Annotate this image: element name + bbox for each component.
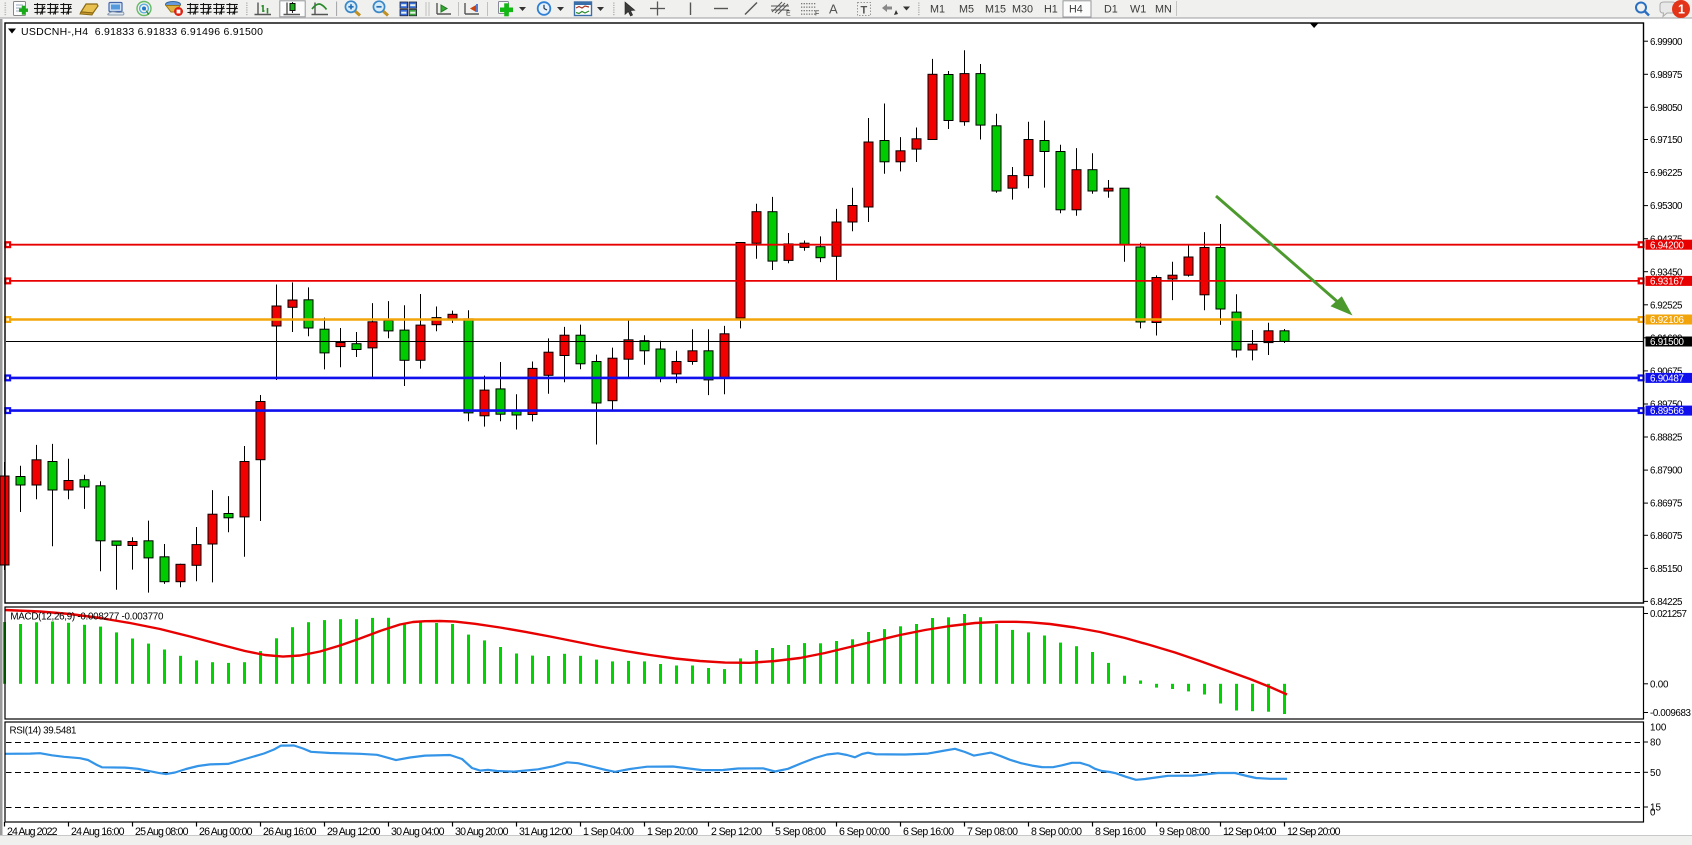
svg-text:0.021257: 0.021257 xyxy=(1650,609,1687,620)
svg-text:6 Sep 16:00: 6 Sep 16:00 xyxy=(903,826,954,838)
svg-text:6.89566: 6.89566 xyxy=(1650,406,1685,417)
svg-text:6.98975: 6.98975 xyxy=(1650,70,1683,81)
svg-text:M1: M1 xyxy=(930,4,945,16)
svg-text:6.89750: 6.89750 xyxy=(1650,400,1683,411)
svg-text:M30: M30 xyxy=(1012,4,1033,16)
svg-text:6.86075: 6.86075 xyxy=(1650,531,1683,542)
svg-text:50: 50 xyxy=(1650,768,1661,779)
svg-text:31 Aug 12:00: 31 Aug 12:00 xyxy=(519,826,573,838)
svg-text:24 Aug 16:00: 24 Aug 16:00 xyxy=(71,826,125,838)
svg-text:2 Sep 12:00: 2 Sep 12:00 xyxy=(711,826,762,838)
svg-text:6.86975: 6.86975 xyxy=(1650,499,1683,510)
svg-text:6.90675: 6.90675 xyxy=(1650,367,1683,378)
svg-text:15: 15 xyxy=(1650,803,1661,814)
svg-text:12 Sep 04:00: 12 Sep 04:00 xyxy=(1223,826,1277,838)
svg-text:0: 0 xyxy=(1650,808,1656,819)
svg-text:E: E xyxy=(786,11,791,18)
svg-text:M5: M5 xyxy=(959,4,974,16)
svg-text:25 Aug 08:00: 25 Aug 08:00 xyxy=(135,826,189,838)
svg-text:6.96225: 6.96225 xyxy=(1650,168,1683,179)
svg-text:100: 100 xyxy=(1650,723,1667,734)
svg-text:6.88825: 6.88825 xyxy=(1650,433,1683,444)
svg-text:MACD(12,26,9) -0.008277 -0.003: MACD(12,26,9) -0.008277 -0.003770 xyxy=(10,612,164,623)
svg-text:12 Sep 20:00: 12 Sep 20:00 xyxy=(1287,826,1341,838)
svg-text:80: 80 xyxy=(1650,738,1661,749)
svg-text:30 Aug 04:00: 30 Aug 04:00 xyxy=(391,826,445,838)
svg-text:6.98050: 6.98050 xyxy=(1650,103,1683,114)
svg-text:6.92525: 6.92525 xyxy=(1650,300,1683,311)
svg-text:-0.009683: -0.009683 xyxy=(1650,708,1692,719)
svg-text:6.99900: 6.99900 xyxy=(1650,37,1683,48)
svg-text:6.90487: 6.90487 xyxy=(1650,374,1684,385)
svg-text:H4: H4 xyxy=(1069,4,1083,16)
svg-text:M15: M15 xyxy=(985,4,1006,16)
svg-text:7 Sep 08:00: 7 Sep 08:00 xyxy=(967,826,1018,838)
svg-text:6.84225: 6.84225 xyxy=(1650,597,1683,608)
svg-text:6.85150: 6.85150 xyxy=(1650,564,1683,575)
svg-text:6.94200: 6.94200 xyxy=(1650,240,1685,251)
svg-text:1 Sep 20:00: 1 Sep 20:00 xyxy=(647,826,698,838)
svg-text:29 Aug 12:00: 29 Aug 12:00 xyxy=(327,826,381,838)
svg-text:6.95300: 6.95300 xyxy=(1650,201,1683,212)
svg-text:W1: W1 xyxy=(1130,4,1146,16)
svg-text:6.93167: 6.93167 xyxy=(1650,277,1684,288)
svg-text:MN: MN xyxy=(1155,4,1172,16)
svg-text:1: 1 xyxy=(1678,3,1685,17)
svg-text:A: A xyxy=(829,2,838,17)
svg-text:6 Sep 00:00: 6 Sep 00:00 xyxy=(839,826,890,838)
svg-text:RSI(14) 39.5481: RSI(14) 39.5481 xyxy=(10,726,77,737)
svg-text:9 Sep 08:00: 9 Sep 08:00 xyxy=(1159,826,1210,838)
svg-text:26 Aug 00:00: 26 Aug 00:00 xyxy=(199,826,253,838)
svg-text:0.00: 0.00 xyxy=(1650,679,1669,690)
svg-text:6.87900: 6.87900 xyxy=(1650,466,1683,477)
svg-text:6.97150: 6.97150 xyxy=(1650,135,1683,146)
svg-text:6.93450: 6.93450 xyxy=(1650,267,1683,278)
svg-text:24 Aug 2022: 24 Aug 2022 xyxy=(7,826,58,838)
svg-text:F: F xyxy=(815,11,819,18)
svg-text:1 Sep 04:00: 1 Sep 04:00 xyxy=(583,826,634,838)
svg-text:8 Sep 16:00: 8 Sep 16:00 xyxy=(1095,826,1146,838)
svg-text:6.91500: 6.91500 xyxy=(1650,337,1685,348)
svg-text:30 Aug 20:00: 30 Aug 20:00 xyxy=(455,826,509,838)
svg-text:USDCNH-,H4 6.91833 6.91833 6.: USDCNH-,H4 6.91833 6.91833 6.91496 6.915… xyxy=(21,26,263,38)
svg-text:D1: D1 xyxy=(1104,4,1118,16)
svg-text:8 Sep 00:00: 8 Sep 00:00 xyxy=(1031,826,1082,838)
svg-text:T: T xyxy=(861,5,868,17)
svg-text:6.92106: 6.92106 xyxy=(1650,315,1685,326)
svg-text:H1: H1 xyxy=(1044,4,1058,16)
svg-text:5 Sep 08:00: 5 Sep 08:00 xyxy=(775,826,826,838)
svg-text:26 Aug 16:00: 26 Aug 16:00 xyxy=(263,826,317,838)
